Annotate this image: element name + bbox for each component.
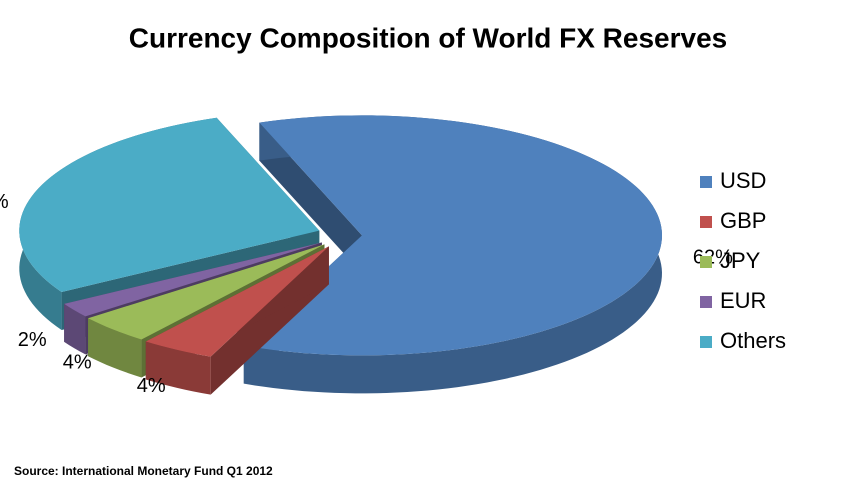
slice-top [145, 246, 329, 357]
slice-top [19, 117, 320, 293]
legend-label: Others [720, 328, 786, 353]
data-label: 2% [18, 329, 47, 351]
legend-swatch [700, 336, 712, 348]
slice-outer-wall [64, 303, 86, 355]
legend-swatch [700, 296, 712, 308]
slice-outer-wall [88, 318, 142, 378]
legend-swatch [700, 176, 712, 188]
slice [145, 246, 329, 395]
legend-label: USD [720, 168, 766, 193]
slice-outer-wall [145, 341, 211, 395]
source-note: Source: International Monetary Fund Q1 2… [14, 464, 273, 478]
legend-label: GBP [720, 208, 766, 233]
legend-swatch [700, 256, 712, 268]
legend-label: EUR [720, 288, 766, 313]
slice-top [64, 242, 322, 317]
slice-top [88, 244, 325, 340]
legend-swatch [700, 216, 712, 228]
data-label: 28% [0, 191, 9, 213]
data-label: 4% [63, 351, 92, 373]
chart-title: Currency Composition of World FX Reserve… [129, 22, 728, 53]
data-label: 4% [137, 375, 166, 397]
legend-label: JPY [720, 248, 761, 273]
slice [243, 115, 662, 394]
slice-top [243, 115, 662, 356]
slice-side [259, 122, 362, 274]
